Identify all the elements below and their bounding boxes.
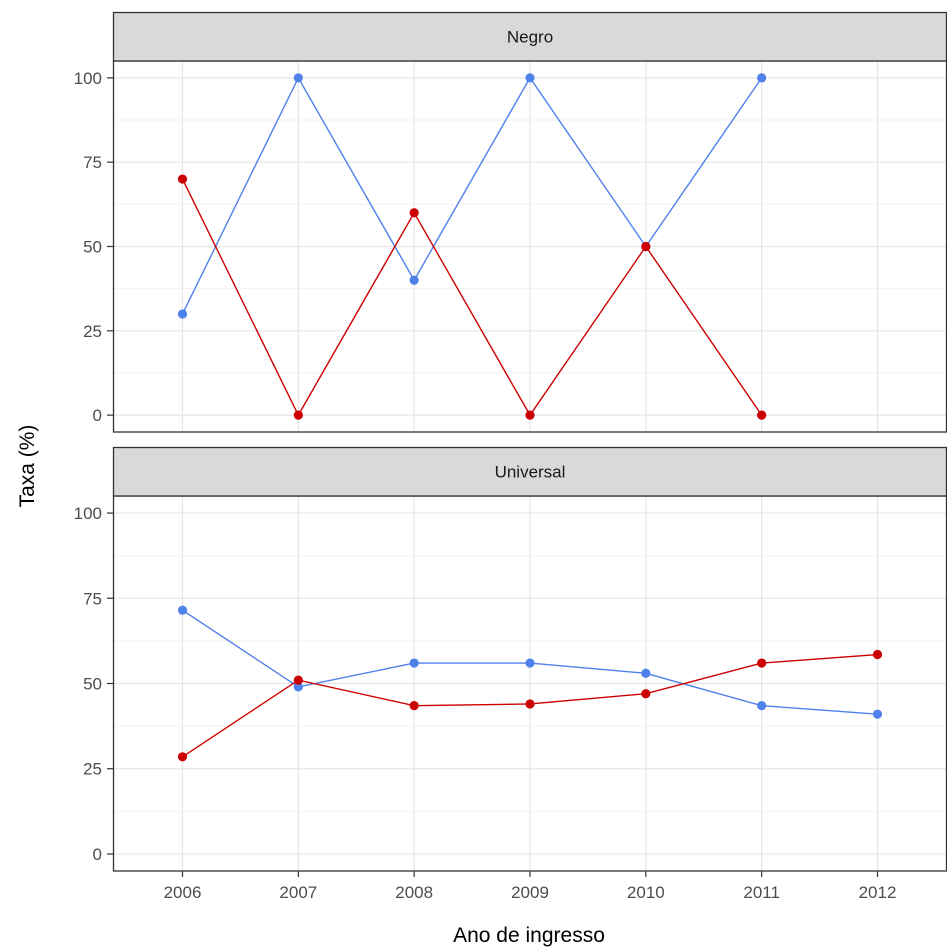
y-tick-label: 25 — [83, 322, 102, 341]
x-tick-label: 2007 — [279, 883, 317, 902]
y-tick-label: 25 — [83, 760, 102, 779]
gridlines — [113, 496, 947, 871]
data-point — [525, 699, 535, 709]
data-point — [177, 752, 188, 762]
facet-strip-label: Universal — [495, 463, 566, 482]
data-point — [293, 682, 303, 692]
data-point — [641, 689, 651, 699]
y-tick-label: 0 — [93, 845, 102, 864]
gridlines — [113, 61, 947, 432]
data-point — [872, 649, 883, 660]
data-point — [409, 658, 419, 668]
data-point — [641, 241, 651, 252]
y-tick-label: 75 — [83, 153, 102, 172]
x-tick-label: 2009 — [511, 883, 549, 902]
y-tick-label: 100 — [74, 504, 102, 523]
y-tick-label: 100 — [74, 69, 102, 88]
series-blue — [177, 73, 767, 319]
panel-negro: Negro 0 25 50 75 100 — [74, 11, 947, 433]
x-tick-label: 2010 — [627, 883, 665, 902]
panel-universal: Universal 0 25 50 75 100 — [74, 446, 947, 872]
data-point — [409, 208, 419, 218]
data-point — [525, 73, 535, 83]
x-tick-label: 2012 — [859, 883, 897, 902]
y-tick-label: 50 — [83, 675, 102, 694]
series-line — [181, 178, 763, 417]
data-point — [525, 410, 535, 420]
data-point — [872, 709, 883, 719]
data-point — [409, 701, 419, 711]
series-line — [181, 76, 763, 315]
data-point — [409, 275, 419, 285]
x-tick-label: 2008 — [395, 883, 433, 902]
y-tick-label: 50 — [83, 238, 102, 257]
data-point — [177, 605, 188, 615]
data-point — [293, 410, 303, 420]
y-axis: 0 25 50 75 100 — [74, 69, 113, 425]
data-point — [641, 668, 651, 678]
panels: Negro 0 25 50 75 100 Universal 0 25 50 75 100 — [74, 11, 947, 872]
y-tick-label: 75 — [83, 589, 102, 608]
data-point — [177, 174, 188, 184]
x-axis: 2006 2007 2008 2009 2010 2011 2012 — [164, 871, 897, 902]
data-point — [757, 701, 767, 711]
data-point — [177, 309, 188, 319]
x-tick-label: 2006 — [164, 883, 202, 902]
data-point — [293, 73, 303, 83]
data-point — [525, 658, 535, 668]
facet-strip-label: Negro — [507, 28, 553, 47]
data-point — [757, 73, 767, 83]
series-blue — [177, 605, 883, 719]
y-axis-title: Taxa (%) — [16, 425, 39, 508]
facet-strip — [112, 446, 947, 497]
series-red — [177, 174, 767, 420]
y-tick-label: 0 — [93, 406, 102, 425]
data-point — [757, 658, 767, 668]
x-tick-label: 2011 — [743, 883, 780, 902]
y-axis: 0 25 50 75 100 — [74, 504, 113, 864]
data-point — [293, 675, 303, 685]
series-red — [177, 649, 883, 762]
data-point — [757, 410, 767, 420]
x-axis-title: Ano de ingresso — [453, 924, 605, 947]
